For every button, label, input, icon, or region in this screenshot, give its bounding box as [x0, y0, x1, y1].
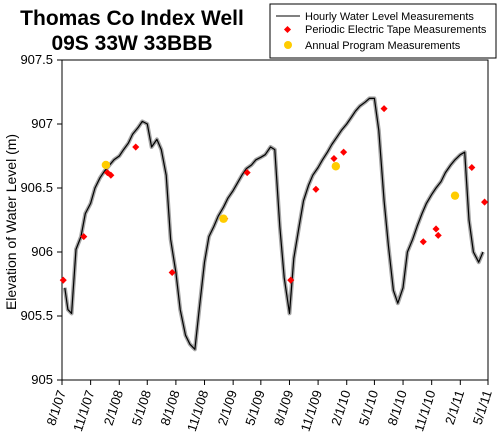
- legend-box: [269, 3, 497, 59]
- y-tick-label: 907.5: [20, 52, 53, 67]
- x-tick-label: 5/1/08: [129, 388, 154, 427]
- hourly-series-line: [64, 97, 484, 350]
- x-tick-label: 2/1/10: [328, 388, 353, 427]
- tape-measurement-point: [340, 148, 348, 156]
- x-tick-label: 8/1/08: [157, 388, 182, 427]
- x-tick-label: 11/1/09: [298, 388, 325, 432]
- legend-hourly-label: Hourly Water Level Measurements: [305, 11, 474, 23]
- x-tick-label: 2/1/11: [442, 388, 467, 426]
- annual-measurement-point: [331, 162, 341, 171]
- plot-area: [61, 59, 489, 381]
- y-axis-label: Elevation of Water Level (m): [3, 134, 19, 310]
- chart-title-line-2: 09S 33W 33BBB: [51, 32, 212, 55]
- legend-annual-label: Annual Program Measurements: [305, 40, 461, 52]
- tape-measurement-point: [330, 155, 338, 163]
- annual-measurement-point: [101, 160, 111, 170]
- x-tick-label: 2/1/08: [101, 388, 126, 427]
- x-tick-label: 2/1/09: [215, 388, 240, 427]
- x-axis: 8/1/07 11/1/07 2/1/08 5/1/08 8/1/08 11/1/08 2/…: [43, 380, 495, 432]
- tape-measurement-point: [312, 185, 320, 193]
- y-tick-label: 907: [31, 116, 53, 131]
- y-axis: 905 905.5 906 906.5 907 907.5: [20, 52, 62, 387]
- hourly-series: [62, 96, 485, 352]
- tape-measurement-point: [434, 231, 442, 239]
- y-tick-label: 906.5: [20, 180, 53, 195]
- chart-title-line-1: Thomas Co Index Well: [20, 7, 244, 30]
- legend-annual-swatch: [284, 41, 292, 49]
- y-tick-label: 906: [31, 244, 53, 259]
- tape-measurement-point: [419, 238, 427, 246]
- plot-frame: [61, 59, 489, 381]
- tape-measurement-point: [132, 143, 140, 151]
- legend-tape-label: Periodic Electric Tape Measurements: [305, 24, 487, 36]
- tape-measurement-point: [481, 198, 489, 206]
- tape-measurement-point: [287, 276, 295, 284]
- annual-measurement-point: [450, 191, 460, 200]
- tape-measurement-point: [380, 105, 388, 113]
- x-tick-label: 5/1/10: [356, 388, 381, 427]
- y-tick-label: 905: [31, 372, 53, 387]
- tape-measurement-point: [59, 276, 67, 284]
- annual-measurement-point: [219, 214, 228, 223]
- x-tick-label: 5/1/11: [470, 388, 495, 426]
- tape-measurement-point: [468, 163, 476, 172]
- x-tick-label: 11/1/10: [411, 388, 438, 432]
- tape-measurement-point: [243, 169, 251, 177]
- x-tick-label: 8/1/09: [271, 388, 296, 427]
- x-tick-label: 8/1/07: [43, 388, 68, 427]
- y-tick-label: 905.5: [20, 308, 53, 323]
- tape-measurement-point: [107, 171, 115, 179]
- legend-tape-swatch: [283, 25, 292, 34]
- legend: Hourly Water Level Measurements Periodic…: [269, 3, 497, 59]
- tape-measurement-point: [432, 225, 440, 233]
- x-tick-label: 8/1/10: [384, 388, 409, 427]
- x-tick-label: 5/1/09: [242, 388, 267, 427]
- tape-measurement-point: [80, 233, 88, 241]
- x-tick-label: 11/1/07: [70, 388, 97, 432]
- measurement-points: [59, 105, 489, 284]
- tape-measurement-point: [168, 268, 176, 277]
- x-tick-label: 11/1/08: [184, 388, 211, 432]
